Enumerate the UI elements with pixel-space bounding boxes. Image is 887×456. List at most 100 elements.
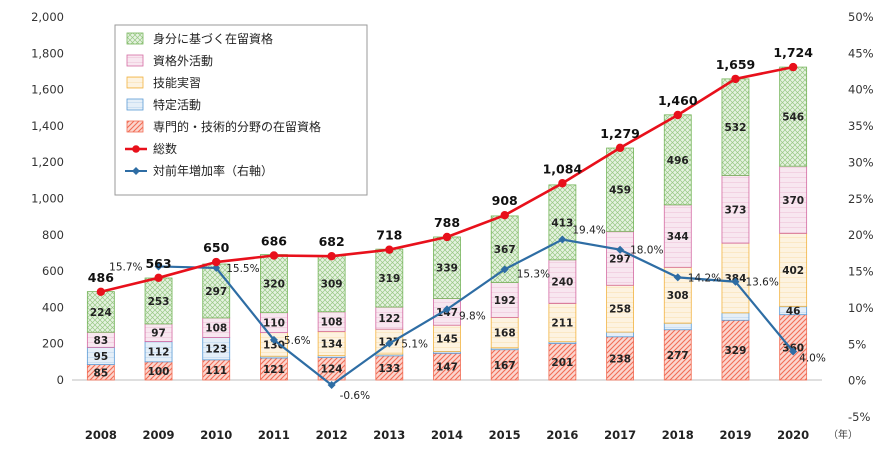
- bar-status: [548, 184, 577, 261]
- bar-professional: [548, 343, 577, 381]
- data-label-professional: 329: [725, 345, 747, 357]
- data-label-trainee: 402: [782, 265, 804, 277]
- left-tick-label: 2,000: [31, 10, 64, 24]
- legend-label-status: 身分に基づく在留資格: [153, 31, 273, 46]
- bar-trainee: [606, 284, 634, 333]
- growth-point: [269, 335, 278, 344]
- growth-point: [789, 347, 798, 356]
- bar-trainee: [317, 330, 346, 357]
- total-label: 686: [261, 233, 287, 248]
- data-label-outside: 108: [321, 317, 343, 329]
- legend-swatch-status: [126, 32, 144, 45]
- left-tick-label: 400: [42, 300, 64, 314]
- data-label-designated: 95: [94, 351, 109, 363]
- growth-label: 5.6%: [284, 335, 311, 347]
- data-label-professional: 277: [667, 350, 689, 362]
- data-label-professional: 201: [551, 357, 573, 369]
- growth-point: [500, 265, 509, 274]
- x-tick-label: 2015: [489, 428, 521, 442]
- growth-point: [673, 273, 682, 282]
- bar-trainee: [779, 232, 808, 307]
- legend-box: [114, 24, 368, 196]
- legend-label-trainee: 技能実習: [153, 75, 201, 90]
- data-label-professional: 85: [94, 367, 109, 379]
- bar-trainee: [548, 303, 577, 343]
- total-label: 908: [492, 193, 518, 208]
- data-label-trainee: 145: [436, 333, 458, 345]
- left-tick-label: 1,400: [31, 119, 64, 133]
- total-label: 1,724: [773, 45, 813, 60]
- left-tick-label: 600: [42, 264, 64, 278]
- bar-outside: [721, 175, 750, 244]
- growth-point: [327, 381, 336, 389]
- growth-label: 9.8%: [459, 310, 486, 322]
- growth-point: [385, 339, 394, 348]
- total-point: [673, 110, 682, 120]
- data-label-outside: 83: [94, 335, 109, 347]
- bar-outside: [779, 165, 808, 234]
- x-tick-label: 2018: [662, 428, 694, 442]
- growth-point: [443, 305, 451, 314]
- data-label-professional: 167: [494, 360, 516, 372]
- data-label-status: 297: [205, 286, 227, 298]
- total-point: [154, 273, 163, 283]
- bar-professional: [721, 319, 750, 381]
- data-label-trainee: 134: [321, 339, 343, 351]
- data-label-status: 224: [90, 307, 112, 319]
- data-label-professional: 100: [148, 366, 170, 378]
- legend-marker-total: [132, 145, 140, 153]
- bar-professional: [433, 352, 461, 381]
- left-tick-label: 1,600: [31, 83, 64, 97]
- data-label-outside: 373: [725, 204, 747, 216]
- growth-point: [558, 235, 567, 244]
- growth-label: 15.5%: [226, 263, 259, 275]
- bar-status: [375, 248, 404, 308]
- data-label-status: 459: [609, 185, 631, 197]
- right-tick-label: 25%: [848, 192, 874, 206]
- data-label-designated: 112: [148, 347, 170, 359]
- legend-marker-growth: [132, 167, 140, 175]
- data-label-professional: 111: [205, 365, 227, 377]
- data-label-status: 367: [494, 244, 516, 256]
- right-tick-label: 15%: [848, 265, 874, 279]
- bar-status: [144, 277, 173, 325]
- data-label-status: 253: [148, 296, 170, 308]
- legend-swatch-designated: [126, 98, 144, 111]
- growth-label: 13.6%: [745, 277, 778, 289]
- total-point: [442, 232, 452, 242]
- total-label: 650: [203, 240, 229, 255]
- growth-label: 19.4%: [572, 225, 605, 237]
- right-tick-label: 0%: [848, 374, 866, 388]
- data-label-status: 546: [782, 112, 804, 124]
- growth-label: 5.1%: [401, 339, 428, 351]
- data-label-professional: 238: [609, 353, 631, 365]
- right-tick-label: 45%: [848, 46, 874, 60]
- total-label: 486: [88, 270, 114, 285]
- right-tick-label: 35%: [848, 119, 874, 133]
- right-tick-label: -5%: [848, 410, 870, 424]
- x-tick-label: 2019: [719, 428, 751, 442]
- bar-status: [260, 254, 288, 314]
- data-label-professional: 121: [263, 364, 285, 376]
- left-tick-label: 1,800: [31, 46, 64, 60]
- bar-professional: [490, 349, 519, 381]
- bar-professional: [606, 336, 634, 381]
- total-label: 1,460: [658, 93, 698, 108]
- legend-label-outside: 資格外活動: [153, 53, 213, 68]
- right-tick-label: 20%: [848, 228, 874, 242]
- bar-outside: [663, 204, 692, 268]
- bar-status: [663, 114, 692, 206]
- x-tick-label: 2020: [777, 428, 809, 442]
- x-tick-label: 2010: [200, 428, 232, 442]
- total-label: 788: [434, 215, 460, 230]
- data-label-status: 309: [321, 279, 343, 291]
- total-point: [615, 143, 625, 153]
- data-label-designated: 123: [205, 344, 227, 356]
- left-tick-label: 1,000: [31, 192, 64, 206]
- bar-designated: [606, 331, 634, 338]
- total-point: [731, 74, 740, 84]
- data-label-trainee: 211: [551, 318, 573, 330]
- bar-professional: [779, 314, 808, 381]
